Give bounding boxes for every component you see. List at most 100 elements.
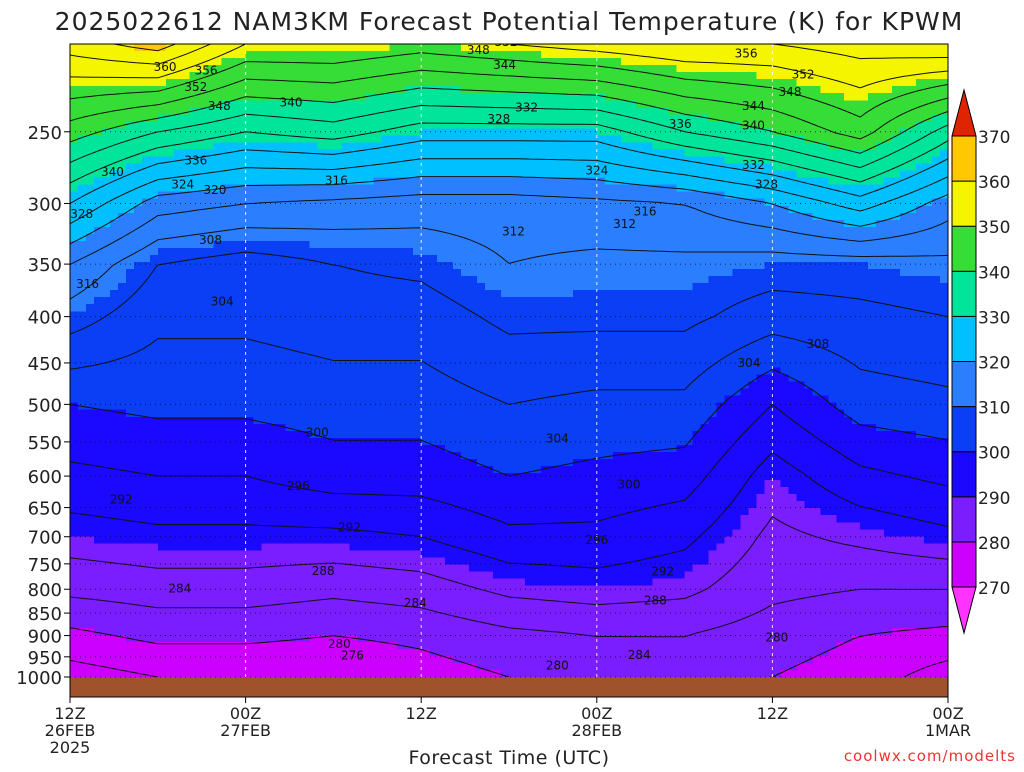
theta-cell	[141, 290, 151, 298]
theta-cell	[429, 409, 438, 418]
theta-cell	[413, 93, 422, 101]
theta-cell	[389, 620, 398, 629]
theta-cell	[445, 388, 454, 397]
theta-cell	[421, 480, 430, 488]
theta-cell	[357, 585, 366, 594]
theta-cell	[245, 508, 255, 516]
theta-cell	[117, 170, 127, 179]
theta-cell	[269, 212, 279, 221]
theta-cell	[109, 184, 119, 193]
theta-cell	[509, 79, 518, 87]
theta-cell	[317, 655, 327, 664]
theta-cell	[317, 458, 327, 467]
theta-cell	[453, 557, 462, 566]
theta-cell	[389, 135, 398, 144]
theta-cell	[205, 641, 215, 650]
theta-cell	[485, 353, 494, 362]
theta-cell	[261, 107, 271, 115]
theta-cell	[213, 409, 223, 418]
theta-cell	[413, 669, 422, 678]
theta-cell	[469, 304, 478, 312]
theta-cell	[413, 177, 422, 186]
theta-cell	[109, 388, 119, 397]
theta-cell	[85, 620, 95, 629]
theta-cell	[445, 367, 454, 376]
theta-cell	[77, 100, 87, 108]
theta-cell	[349, 494, 358, 502]
theta-cell	[245, 51, 255, 59]
theta-cell	[149, 367, 159, 376]
theta-cell	[293, 184, 303, 193]
theta-cell	[421, 318, 430, 326]
theta-cell	[493, 648, 502, 657]
theta-cell	[221, 578, 231, 587]
theta-cell	[165, 409, 175, 418]
theta-cell	[237, 184, 247, 193]
theta-cell	[389, 297, 398, 305]
theta-cell	[333, 402, 342, 411]
theta-cell	[189, 662, 199, 671]
theta-cell	[285, 430, 295, 439]
theta-cell	[189, 430, 199, 439]
theta-cell	[349, 212, 358, 221]
theta-cell	[221, 353, 231, 362]
theta-cell	[109, 51, 119, 59]
theta-cell	[189, 423, 199, 432]
theta-cell	[469, 79, 478, 87]
theta-cell	[101, 466, 111, 474]
theta-cell	[77, 269, 87, 277]
theta-cell	[429, 606, 438, 615]
theta-cell	[189, 184, 199, 193]
theta-cell	[373, 226, 382, 235]
theta-cell	[189, 72, 199, 80]
theta-cell	[229, 557, 239, 566]
theta-cell	[301, 557, 311, 566]
theta-cell	[197, 487, 207, 495]
theta-cell	[101, 367, 111, 376]
theta-cell	[221, 451, 231, 460]
theta-cell	[149, 184, 159, 193]
theta-cell	[445, 149, 454, 158]
theta-cell	[477, 480, 486, 488]
theta-cell	[189, 346, 199, 355]
theta-cell	[213, 360, 223, 369]
theta-cell	[285, 100, 295, 108]
theta-cell	[461, 599, 470, 608]
theta-cell	[333, 128, 342, 137]
theta-cell	[397, 86, 406, 94]
theta-cell	[229, 318, 239, 326]
theta-cell	[357, 297, 366, 305]
theta-cell	[165, 473, 175, 481]
theta-cell	[325, 198, 334, 207]
theta-cell	[165, 466, 175, 474]
theta-cell	[453, 353, 462, 362]
theta-cell	[397, 409, 406, 418]
theta-cell	[261, 135, 271, 144]
theta-cell	[405, 599, 414, 608]
theta-cell	[349, 367, 358, 376]
theta-cell	[309, 184, 319, 193]
theta-cell	[237, 191, 247, 200]
theta-cell	[77, 107, 87, 115]
theta-cell	[93, 564, 103, 573]
theta-cell	[70, 494, 79, 502]
theta-cell	[501, 100, 510, 108]
theta-cell	[501, 135, 510, 144]
theta-cell	[117, 648, 127, 657]
theta-cell	[141, 44, 151, 52]
theta-cell	[197, 240, 207, 249]
theta-cell	[149, 135, 159, 144]
theta-cell	[509, 269, 518, 277]
theta-cell	[317, 142, 327, 151]
theta-cell	[437, 100, 446, 108]
theta-cell	[413, 550, 422, 559]
theta-cell	[485, 409, 494, 418]
theta-cell	[205, 606, 215, 615]
theta-cell	[501, 466, 510, 474]
theta-cell	[325, 620, 334, 629]
theta-cell	[293, 247, 303, 256]
theta-cell	[277, 458, 287, 467]
theta-cell	[181, 86, 191, 94]
theta-cell	[125, 578, 135, 587]
theta-cell	[189, 466, 199, 474]
